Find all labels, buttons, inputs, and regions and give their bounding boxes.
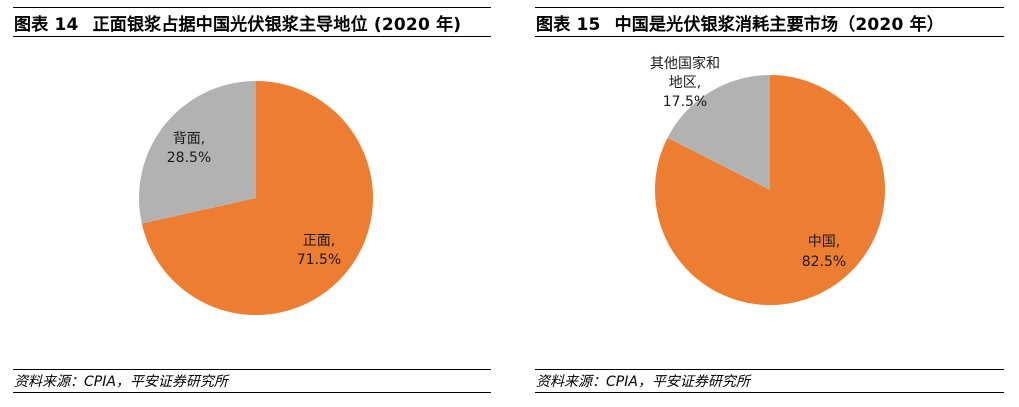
label-china-pct: 82.5% xyxy=(802,254,846,270)
label-front-pct: 71.5% xyxy=(297,252,341,268)
figure-14-footer: 资料来源：CPIA，平安证券研究所 xyxy=(13,369,491,393)
label-back-name: 背面, xyxy=(173,131,205,147)
label-back-pct: 28.5% xyxy=(167,150,211,166)
figure-15-title: 图表 15 中国是光伏银浆消耗主要市场（2020 年） xyxy=(535,10,944,35)
figure-15-title-bar: 图表 15 中国是光伏银浆消耗主要市场（2020 年） xyxy=(535,7,1004,37)
figure-14-title: 图表 14 正面银浆占据中国光伏银浆主导地位 (2020 年) xyxy=(13,10,461,35)
figure-14-title-text: 正面银浆占据中国光伏银浆主导地位 (2020 年) xyxy=(92,14,462,35)
figure-15-panel: 图表 15 中国是光伏银浆消耗主要市场（2020 年） 其他国家和 地区, 17.… xyxy=(535,0,1004,407)
figure-15-footer: 资料来源：CPIA，平安证券研究所 xyxy=(535,369,1004,393)
figure-15-number: 图表 15 xyxy=(536,14,601,35)
figure-14-panel: 图表 14 正面银浆占据中国光伏银浆主导地位 (2020 年) 背面, 28.5%… xyxy=(13,0,491,407)
figure-15-pie-chart: 其他国家和 地区, 17.5% 中国, 82.5% xyxy=(650,55,885,305)
label-front-name: 正面, xyxy=(303,233,335,249)
pie-slice-china xyxy=(654,75,885,305)
figure-14-number: 图表 14 xyxy=(14,14,79,35)
label-other-line1: 其他国家和 xyxy=(650,55,720,72)
figure-14-title-bar: 图表 14 正面银浆占据中国光伏银浆主导地位 (2020 年) xyxy=(13,7,491,37)
figure-14-source: 资料来源：CPIA，平安证券研究所 xyxy=(14,374,228,390)
figure-15-title-text: 中国是光伏银浆消耗主要市场（2020 年） xyxy=(614,14,945,35)
figure-15-source: 资料来源：CPIA，平安证券研究所 xyxy=(536,374,750,390)
pie-slice-back xyxy=(139,81,256,224)
pie-slice-other xyxy=(667,75,770,190)
label-other-line2: 地区, xyxy=(669,75,701,91)
pie-slice-front xyxy=(141,81,374,315)
label-china-name: 中国, xyxy=(808,234,840,250)
figure-14-pie-chart: 背面, 28.5% 正面, 71.5% xyxy=(139,81,374,315)
label-other-pct: 17.5% xyxy=(663,94,707,110)
